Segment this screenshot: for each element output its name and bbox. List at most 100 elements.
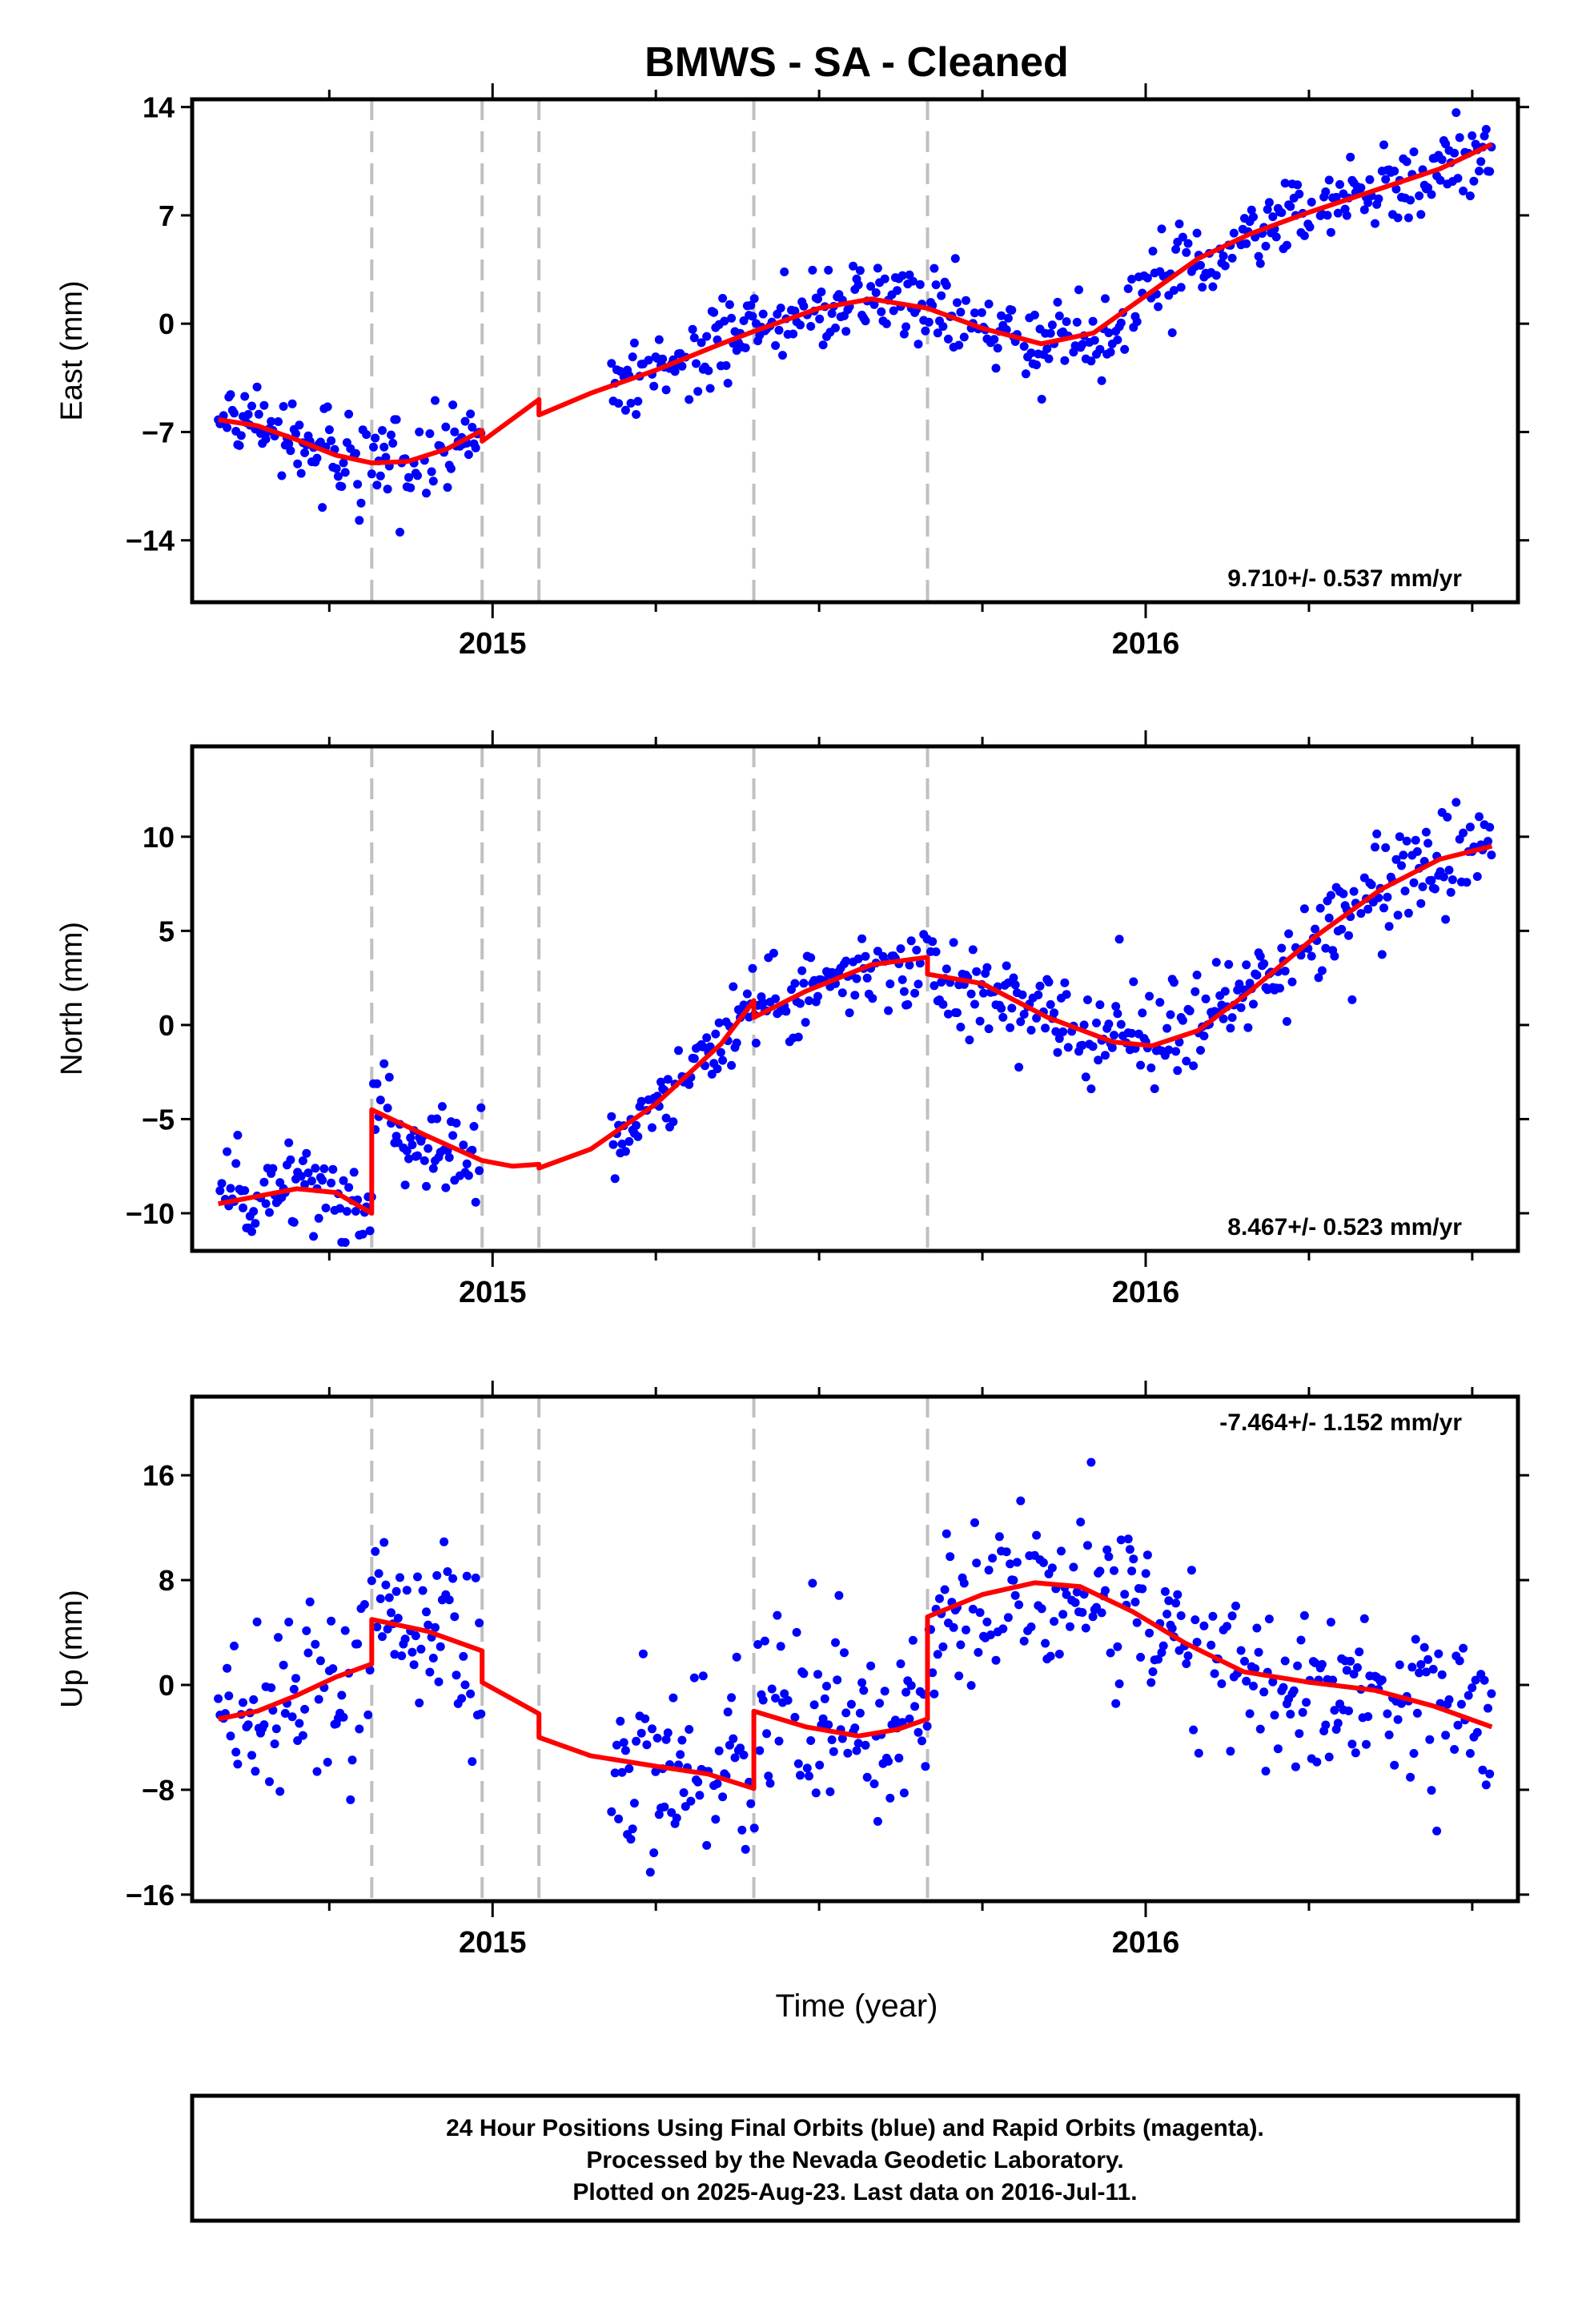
east-data-point: [873, 263, 882, 273]
east-data-point: [1293, 180, 1303, 190]
up-data-point: [374, 1569, 383, 1578]
up-data-point: [1254, 1647, 1263, 1657]
east-data-point: [1321, 187, 1331, 196]
north-data-point: [1224, 959, 1234, 969]
east-data-point: [387, 430, 396, 440]
up-data-point: [1273, 1744, 1283, 1754]
north-data-point: [1138, 1008, 1147, 1018]
east-data-point: [899, 329, 909, 339]
north-data-point: [1356, 909, 1366, 919]
north-data-point: [797, 966, 807, 975]
north-data-point: [1314, 973, 1323, 983]
north-data-point: [1009, 973, 1018, 983]
north-data-point: [885, 979, 895, 989]
up-data-point: [267, 1683, 276, 1692]
north-data-point: [1363, 904, 1373, 914]
east-data-point: [1261, 241, 1271, 251]
east-data-point: [1264, 198, 1274, 207]
north-data-point: [1092, 1018, 1101, 1027]
up-data-point: [1101, 1586, 1110, 1595]
east-data-point: [877, 307, 886, 316]
north-data-point: [799, 979, 809, 988]
north-data-point: [1277, 943, 1287, 953]
up-data-point: [1191, 1615, 1200, 1625]
north-data-point: [661, 1113, 671, 1123]
east-data-point: [1390, 167, 1399, 176]
north-data-point: [1044, 977, 1054, 987]
north-data-point: [240, 1186, 250, 1196]
up-data-point: [764, 1771, 773, 1781]
up-data-point: [1207, 1640, 1216, 1650]
east-data-point: [677, 361, 687, 371]
north-xtick-label: 2015: [459, 1276, 527, 1309]
north-data-point: [1349, 887, 1359, 896]
east-data-point: [1007, 305, 1017, 315]
north-data-point: [1113, 1009, 1122, 1019]
up-data-point: [1456, 1699, 1466, 1709]
north-data-point: [327, 1178, 336, 1188]
north-data-point: [372, 1079, 382, 1088]
up-data-point: [390, 1650, 400, 1659]
north-data-point: [607, 1112, 616, 1121]
up-data-point: [1236, 1646, 1246, 1655]
up-data-point: [840, 1648, 849, 1658]
north-data-point: [862, 973, 872, 983]
north-data-point: [303, 1168, 313, 1178]
north-data-point: [1337, 924, 1347, 934]
north-data-point: [1243, 1023, 1253, 1032]
footer-frame: [190, 2093, 1520, 2223]
east-data-point: [1476, 157, 1486, 167]
east-data-point: [1219, 251, 1228, 261]
up-data-point: [749, 1823, 759, 1833]
up-data-point: [214, 1694, 223, 1703]
east-ytick-label: 0: [159, 308, 175, 340]
up-data-point: [402, 1586, 412, 1595]
up-data-point: [230, 1641, 239, 1651]
north-data-point: [1367, 880, 1376, 890]
north-data-point: [1051, 1027, 1061, 1036]
up-data-point: [991, 1655, 1001, 1665]
up-data-point: [327, 1616, 336, 1626]
north-data-point: [469, 1122, 479, 1131]
east-data-point: [693, 387, 703, 396]
north-data-point: [1185, 1006, 1195, 1015]
east-data-point: [362, 430, 371, 440]
east-data-point: [381, 452, 391, 462]
east-data-point: [431, 396, 440, 405]
up-data-point: [824, 1720, 833, 1730]
up-data-point: [444, 1595, 454, 1605]
up-data-point: [323, 1758, 332, 1767]
up-data-point: [396, 1573, 404, 1582]
north-data-point: [1441, 915, 1451, 924]
north-data-point: [1321, 943, 1331, 953]
up-data-point: [686, 1796, 696, 1806]
east-data-point: [813, 294, 822, 304]
north-data-point: [769, 948, 778, 958]
north-data-point: [344, 1183, 354, 1192]
up-data-point: [279, 1660, 288, 1670]
up-data-point: [340, 1626, 350, 1635]
north-data-point: [1475, 812, 1484, 822]
east-data-point: [1435, 175, 1445, 185]
up-data-point: [1298, 1707, 1307, 1717]
up-data-point: [284, 1618, 294, 1626]
north-data-point: [1220, 987, 1230, 996]
north-data-point: [608, 1140, 618, 1149]
north-data-point: [1381, 843, 1391, 852]
up-data-point: [811, 1788, 821, 1798]
up-data-point: [935, 1594, 944, 1603]
east-data-point: [1365, 175, 1375, 184]
east-data-point: [293, 459, 303, 468]
north-data-point: [702, 1033, 712, 1043]
up-data-point: [723, 1707, 733, 1717]
north-ytick-label: 5: [159, 915, 175, 947]
east-data-point: [824, 265, 833, 275]
up-data-point: [780, 1689, 789, 1699]
east-data-point: [1220, 261, 1230, 271]
east-data-point: [855, 266, 865, 275]
up-data-point: [831, 1638, 840, 1647]
east-data-point: [789, 329, 798, 339]
north-data-point: [845, 1008, 854, 1018]
north-data-point: [1399, 850, 1408, 860]
up-data-point: [869, 1779, 879, 1788]
